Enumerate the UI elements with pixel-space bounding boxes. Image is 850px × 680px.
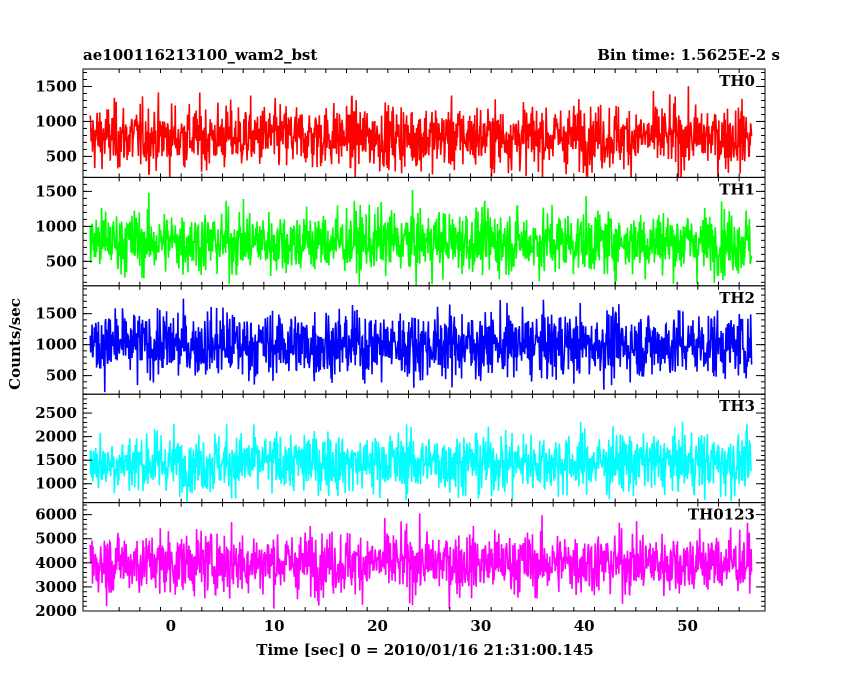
x-tick-label: 0 <box>166 617 176 635</box>
panel-label-th0: TH0 <box>719 72 755 90</box>
series-line-th0123 <box>89 513 753 609</box>
plot-title: ae100116213100_wam2_bst <box>83 46 317 64</box>
y-tick-label: 3000 <box>35 578 77 596</box>
series-line-th2 <box>89 298 753 393</box>
y-tick-label: 1000 <box>35 336 77 354</box>
series-line-th1 <box>89 190 753 286</box>
y-tick-label: 2000 <box>35 428 77 446</box>
y-tick-label: 500 <box>46 252 77 270</box>
y-tick-label: 5000 <box>35 530 77 548</box>
y-tick-label: 1500 <box>35 451 77 469</box>
panel-label-th2: TH2 <box>719 289 755 307</box>
bin-time-label: Bin time: 1.5625E-2 s <box>597 46 780 64</box>
panel-th0: 500 1000 1500 TH0 <box>35 68 766 178</box>
panel-frame <box>82 502 766 612</box>
panel-label-th3: TH3 <box>719 397 755 415</box>
y-tick-label: 6000 <box>35 506 77 524</box>
panel-label-th0123: TH0123 <box>688 506 755 524</box>
x-tick-label: 40 <box>574 617 595 635</box>
y-axis-label: Counts/sec <box>6 298 24 390</box>
panel-th3: 1000 1500 2000 2500 TH3 <box>35 393 766 504</box>
panel-th1: 500 1000 1500 TH1 <box>35 176 766 287</box>
x-axis-label: Time [sec] 0 = 2010/01/16 21:31:00.145 <box>256 641 593 659</box>
series-line-th3 <box>89 421 753 503</box>
panel-label-th1: TH1 <box>719 180 755 198</box>
panel-th0123: 2000 3000 4000 5000 6000 TH0123 <box>35 502 766 620</box>
y-tick-label: 1000 <box>35 112 77 130</box>
y-tick-label: 1500 <box>35 182 77 200</box>
y-tick-label: 4000 <box>35 554 77 572</box>
y-tick-label: 1000 <box>35 217 77 235</box>
y-tick-label: 1500 <box>35 77 77 95</box>
x-tick-label: 10 <box>264 617 285 635</box>
y-tick-label: 500 <box>46 367 77 385</box>
y-tick-label: 1000 <box>35 475 77 493</box>
x-tick-label: 20 <box>367 617 388 635</box>
y-tick-label: 2000 <box>35 602 77 620</box>
y-tick-label: 1500 <box>35 305 77 323</box>
x-tick-label: 50 <box>677 617 698 635</box>
y-tick-label: 2500 <box>35 404 77 422</box>
x-tick-label: 30 <box>470 617 491 635</box>
series-line-th0 <box>89 86 753 178</box>
y-tick-label: 500 <box>46 147 77 165</box>
panel-th2: 500 1000 1500 TH2 <box>35 285 766 395</box>
